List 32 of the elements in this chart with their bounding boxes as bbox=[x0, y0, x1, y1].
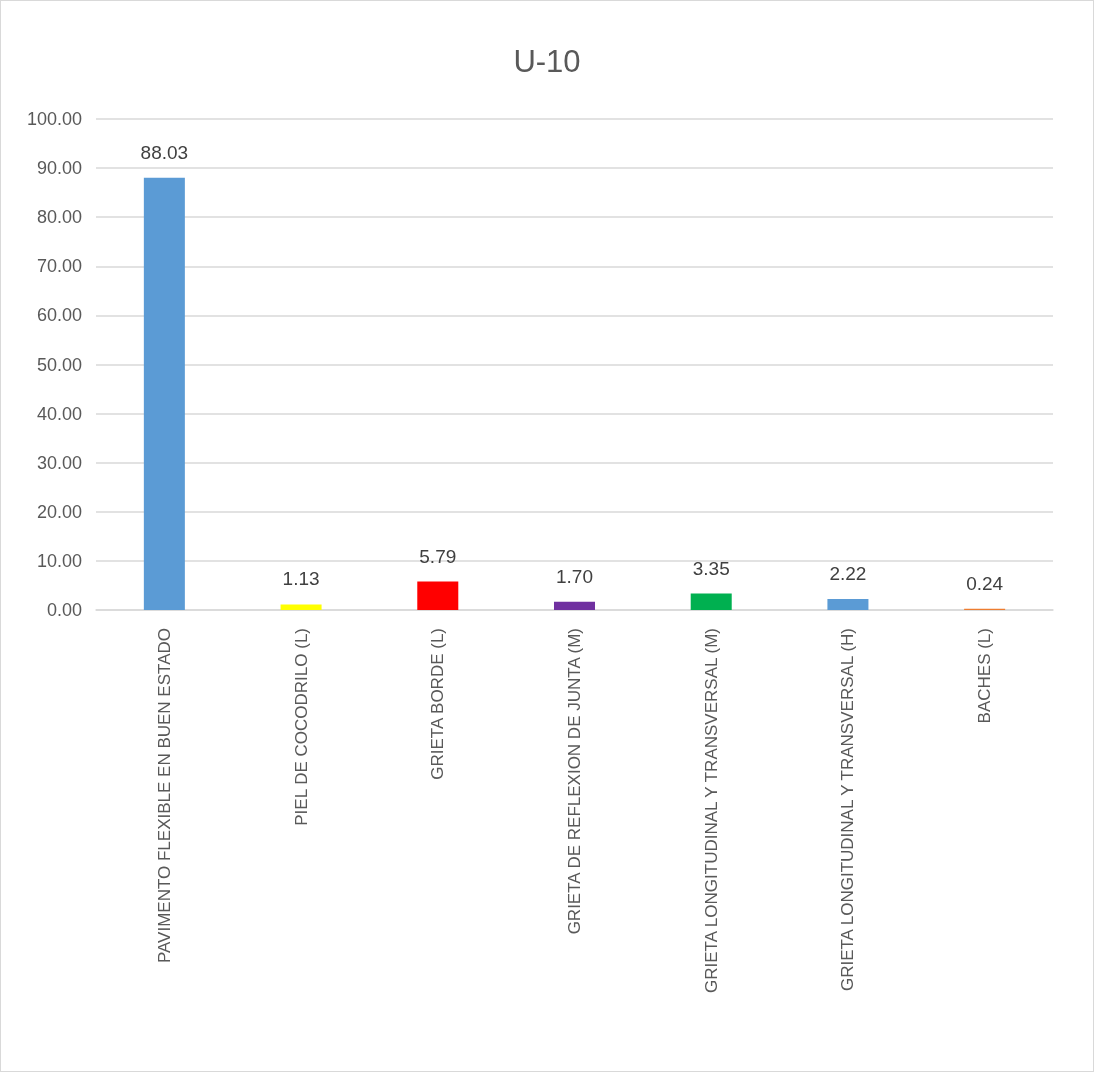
data-label: 3.35 bbox=[692, 557, 730, 579]
y-tick-label: 30.00 bbox=[36, 452, 82, 473]
y-tick-label: 40.00 bbox=[36, 403, 82, 424]
y-tick-label: 0.00 bbox=[46, 600, 82, 620]
y-tick-label: 50.00 bbox=[36, 354, 82, 375]
bar bbox=[827, 599, 869, 610]
y-tick-label: 60.00 bbox=[36, 305, 82, 326]
data-label: 1.13 bbox=[282, 568, 320, 590]
y-tick-label: 100.00 bbox=[26, 109, 82, 129]
x-tick-label: PIEL DE COCODRILO (L) bbox=[291, 628, 311, 826]
bar bbox=[417, 581, 459, 610]
x-tick-label: BACHES (L) bbox=[975, 628, 995, 724]
y-tick-label: 70.00 bbox=[36, 256, 82, 277]
x-tick-label: GRIETA BORDE (L) bbox=[428, 628, 448, 780]
bar bbox=[143, 177, 185, 610]
bar bbox=[280, 604, 322, 610]
y-tick-label: 20.00 bbox=[36, 501, 82, 522]
y-tick-label: 80.00 bbox=[36, 207, 82, 228]
y-tick-label: 90.00 bbox=[36, 158, 82, 179]
data-label: 1.70 bbox=[556, 565, 593, 587]
data-label: 0.24 bbox=[966, 572, 1004, 594]
data-label: 5.79 bbox=[419, 545, 457, 567]
y-tick-label: 10.00 bbox=[36, 550, 82, 571]
data-label: 88.03 bbox=[140, 141, 189, 163]
bar bbox=[553, 601, 596, 610]
bar bbox=[690, 593, 732, 610]
x-tick-label: GRIETA DE REFLEXION DE JUNTA (M) bbox=[565, 628, 584, 935]
chart-title: U-10 bbox=[513, 44, 581, 79]
x-tick-label: GRIETA LONGITUDINAL Y TRANSVERSAL (H) bbox=[838, 628, 858, 992]
x-tick-label: GRIETA LONGITUDINAL Y TRANSVERSAL (M) bbox=[701, 628, 721, 993]
x-tick-label: PAVIMENTO FLEXIBLE EN BUEN ESTADO bbox=[154, 628, 174, 964]
data-label: 2.22 bbox=[829, 563, 867, 585]
